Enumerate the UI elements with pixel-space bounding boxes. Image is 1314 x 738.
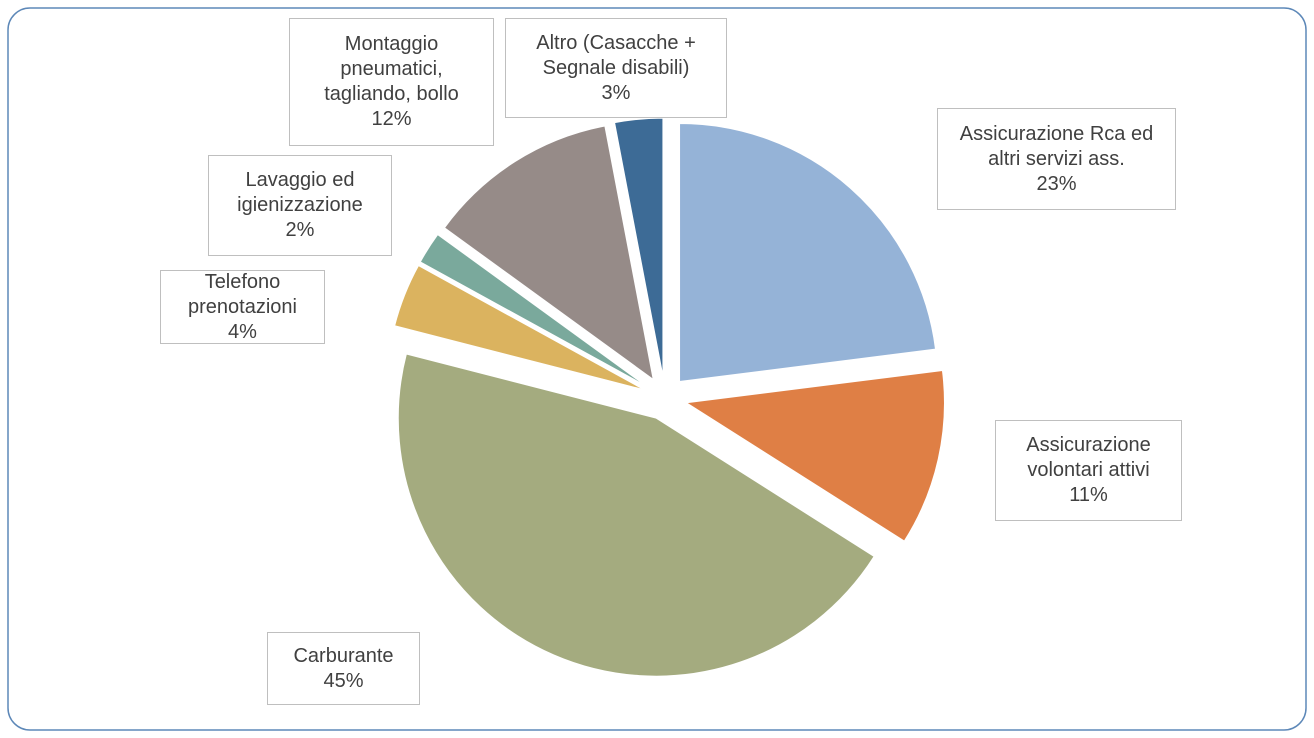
category-label: Lavaggio ed igienizzazione — [237, 169, 363, 216]
category-label: Assicurazione volontari attivi — [1026, 434, 1151, 481]
data-label: Altro (Casacche + Segnale disabili) 3% — [505, 18, 727, 118]
value-label: 23% — [1036, 172, 1077, 195]
pie-slice — [394, 264, 645, 391]
pie-slice — [614, 117, 664, 377]
data-label: Lavaggio ed igienizzazione 2% — [208, 155, 392, 256]
pie-slice — [397, 353, 875, 677]
category-label: Assicurazione Rca ed altri servizi ass. — [959, 122, 1154, 170]
pie-slice — [419, 233, 647, 387]
value-label: 45% — [323, 669, 364, 692]
category-label: Carburante — [293, 644, 394, 667]
category-label: Telefono prenotazioni — [188, 270, 297, 318]
value-label: 12% — [371, 108, 412, 130]
pie-slice — [679, 122, 937, 383]
pie-slice — [443, 125, 654, 381]
data-label: Montaggio pneumatici, tagliando, bollo 12… — [289, 18, 494, 146]
category-label: Altro (Casacche + Segnale disabili) — [536, 31, 696, 79]
value-label: 11% — [1069, 484, 1108, 506]
value-label: 4% — [228, 320, 257, 343]
data-label: Carburante 45% — [267, 632, 420, 705]
value-label: 2% — [285, 219, 315, 241]
data-label: Telefono prenotazioni 4% — [160, 270, 325, 344]
data-label: Assicurazione volontari attivi 11% — [995, 420, 1182, 521]
category-label: Montaggio pneumatici, tagliando, bollo — [324, 33, 459, 105]
data-label: Assicurazione Rca ed altri servizi ass. 2… — [937, 108, 1176, 210]
value-label: 3% — [601, 81, 631, 104]
pie-slice — [685, 369, 945, 542]
